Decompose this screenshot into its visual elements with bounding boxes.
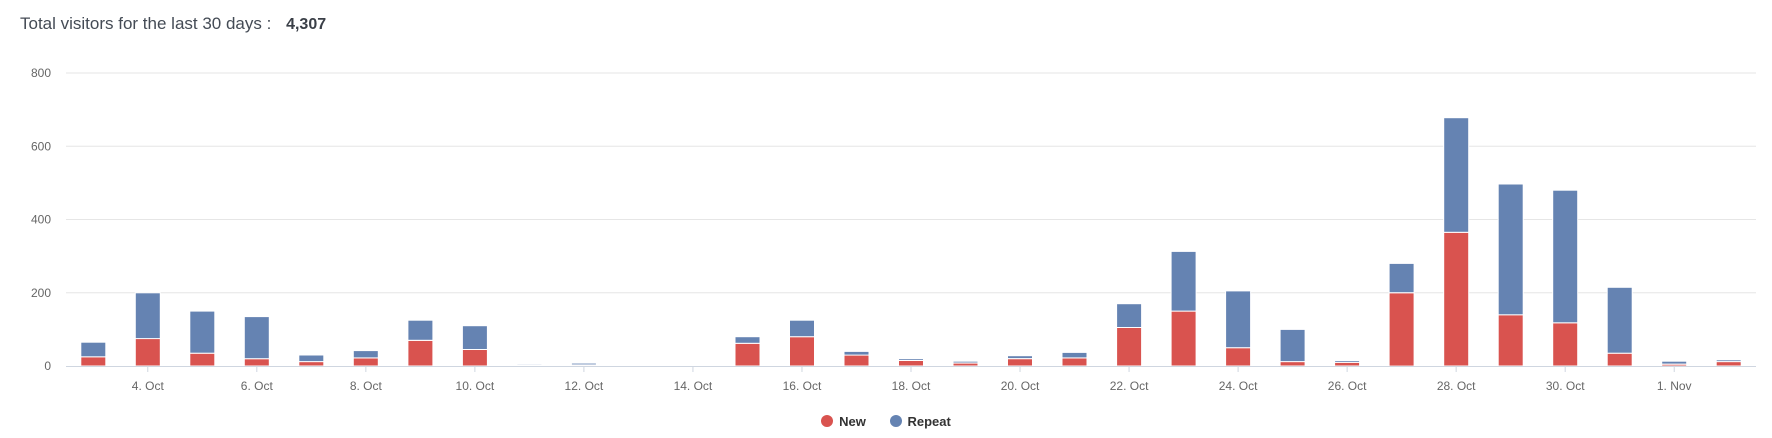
bar-new bbox=[1225, 347, 1252, 367]
x-tick-label: 18. Oct bbox=[892, 379, 931, 393]
bar-repeat bbox=[1170, 250, 1197, 312]
bar-new bbox=[734, 342, 761, 367]
chart-legend: New Repeat bbox=[0, 414, 1772, 429]
y-tick-label: 200 bbox=[31, 286, 51, 300]
bar-repeat bbox=[243, 316, 270, 360]
bar-new bbox=[189, 352, 216, 367]
x-tick-label: 10. Oct bbox=[456, 379, 495, 393]
bar-new bbox=[298, 361, 325, 367]
y-tick-label: 600 bbox=[31, 139, 51, 153]
bar-repeat bbox=[461, 325, 488, 351]
bar-new bbox=[1116, 327, 1143, 367]
bar-repeat bbox=[1116, 303, 1143, 329]
y-tick-label: 0 bbox=[44, 359, 51, 373]
legend-marker-new bbox=[821, 415, 834, 427]
bar-new bbox=[1334, 361, 1361, 367]
bar-new bbox=[407, 339, 434, 367]
bar-repeat bbox=[1497, 183, 1524, 316]
x-tick-label: 8. Oct bbox=[350, 379, 383, 393]
bar-repeat bbox=[189, 310, 216, 354]
bar-new bbox=[1279, 361, 1306, 367]
bar-new bbox=[843, 354, 870, 367]
legend-marker-repeat bbox=[889, 415, 902, 427]
bar-repeat bbox=[1388, 262, 1415, 294]
bar-repeat bbox=[1334, 360, 1361, 363]
bar-new bbox=[1443, 231, 1470, 367]
bar-repeat bbox=[407, 319, 434, 341]
bar-repeat bbox=[679, 364, 706, 366]
bar-repeat bbox=[789, 319, 815, 338]
bar-repeat bbox=[1225, 290, 1252, 349]
x-tick-label: 14. Oct bbox=[674, 379, 713, 393]
total-visitors-value: 4,307 bbox=[286, 16, 327, 33]
legend-label-repeat: Repeat bbox=[907, 414, 951, 429]
x-tick-label: 24. Oct bbox=[1219, 379, 1258, 393]
bar-repeat bbox=[298, 354, 325, 363]
x-tick-label: 1. Nov bbox=[1657, 379, 1692, 393]
bar-repeat bbox=[134, 292, 161, 340]
bar-new bbox=[1388, 292, 1415, 367]
legend-label-new: New bbox=[839, 414, 866, 429]
x-tick-label: 4. Oct bbox=[132, 379, 165, 393]
bar-repeat bbox=[1279, 328, 1306, 363]
x-tick-label: 22. Oct bbox=[1110, 379, 1149, 393]
bar-new bbox=[1552, 322, 1579, 367]
bar-repeat bbox=[570, 362, 597, 366]
bar-new bbox=[80, 356, 107, 367]
bar-repeat bbox=[1661, 360, 1688, 365]
bar-new bbox=[352, 357, 379, 367]
bar-new bbox=[1715, 361, 1742, 367]
bar-new bbox=[952, 362, 979, 367]
bar-new bbox=[898, 360, 924, 367]
x-tick-label: 6. Oct bbox=[241, 379, 274, 393]
bar-new bbox=[1007, 358, 1033, 367]
bar-repeat bbox=[80, 341, 107, 358]
bar-new bbox=[1061, 357, 1088, 367]
bar-repeat bbox=[734, 336, 761, 344]
y-tick-label: 800 bbox=[31, 66, 51, 80]
bar-repeat bbox=[1606, 286, 1633, 354]
bar-repeat bbox=[1443, 117, 1470, 233]
bar-repeat bbox=[516, 363, 543, 366]
legend-item-repeat[interactable]: Repeat bbox=[889, 414, 951, 429]
bar-new bbox=[1170, 310, 1197, 367]
bar-repeat bbox=[1552, 189, 1579, 324]
bar-new bbox=[789, 336, 815, 367]
bar-new bbox=[1606, 352, 1633, 367]
bar-new bbox=[243, 358, 270, 367]
bar-repeat bbox=[898, 358, 924, 362]
bar-repeat bbox=[952, 360, 979, 364]
bar-repeat bbox=[843, 350, 870, 356]
chart-header: Total visitors for the last 30 days : 4,… bbox=[20, 14, 326, 34]
legend-item-new[interactable]: New bbox=[821, 414, 866, 429]
bar-repeat bbox=[1061, 351, 1088, 359]
bar-repeat bbox=[1007, 355, 1033, 360]
bar-new bbox=[1497, 314, 1524, 367]
header-label: Total visitors for the last 30 days : bbox=[20, 14, 272, 33]
x-tick-label: 16. Oct bbox=[783, 379, 822, 393]
bar-new bbox=[461, 349, 488, 367]
bar-repeat bbox=[352, 350, 379, 359]
x-tick-label: 20. Oct bbox=[1001, 379, 1040, 393]
visitors-bar-chart: 0 200 400 600 800 4. Oct 6. Oct 8. Oct 10. Oct 12… bbox=[31, 66, 1756, 393]
bar-new bbox=[134, 338, 161, 367]
x-tick-label: 12. Oct bbox=[565, 379, 604, 393]
x-tick-label: 30. Oct bbox=[1546, 379, 1585, 393]
y-tick-label: 400 bbox=[31, 213, 51, 227]
x-tick-label: 28. Oct bbox=[1437, 379, 1476, 393]
bar-repeat bbox=[1715, 359, 1742, 363]
x-tick-label: 26. Oct bbox=[1328, 379, 1367, 393]
